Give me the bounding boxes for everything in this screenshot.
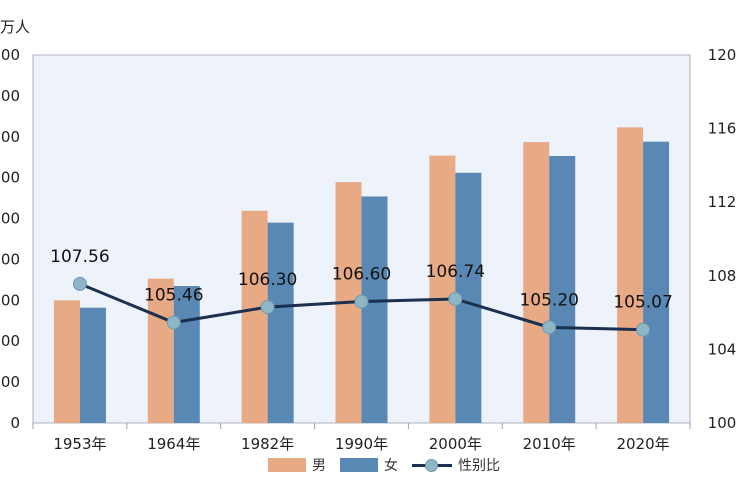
x-tick-label: 1982年	[241, 435, 294, 453]
bar-male	[147, 278, 174, 423]
sex-ratio-point	[448, 291, 463, 306]
legend-label-sex-ratio: 性别比	[458, 458, 500, 474]
legend-item-female: 女	[340, 455, 398, 475]
data-label: 107.56	[50, 247, 109, 267]
y-axis-unit-label: 万人	[0, 18, 31, 36]
data-label: 105.20	[519, 290, 578, 310]
legend-item-sex-ratio: 性别比	[412, 455, 500, 475]
bar-male	[241, 210, 268, 423]
data-label: 106.74	[426, 262, 485, 282]
sex-ratio-point	[260, 300, 275, 315]
bar-male	[53, 300, 80, 423]
legend-swatch-female	[340, 458, 378, 472]
y2-tick-label: 104	[708, 340, 737, 358]
bar-female	[173, 286, 200, 423]
data-label: 106.60	[332, 265, 391, 285]
sex-ratio-point	[636, 322, 651, 337]
legend-label-female: 女	[384, 458, 398, 474]
y2-tick-label: 112	[708, 193, 737, 211]
y2-tick-label: 120	[708, 46, 737, 64]
bar-male	[523, 142, 550, 424]
bar-female	[79, 307, 106, 423]
data-label: 105.07	[613, 293, 672, 313]
sex-ratio-point	[542, 320, 557, 335]
y2-tick-label: 108	[708, 267, 737, 285]
bar-female	[549, 155, 576, 424]
bar-male	[617, 127, 644, 423]
x-tick-label: 2010年	[523, 435, 576, 453]
bar-female	[361, 196, 388, 423]
legend-swatch-male	[268, 458, 306, 472]
data-label: 105.46	[144, 286, 203, 306]
x-tick-label: 2000年	[429, 435, 482, 453]
sex-ratio-point	[72, 276, 87, 291]
legend-item-male: 男	[268, 455, 326, 475]
bar-female	[643, 141, 670, 423]
y2-tick-label: 116	[708, 120, 737, 138]
x-tick-label: 2020年	[616, 435, 669, 453]
sex-ratio-point	[354, 294, 369, 309]
x-tick-label: 1964年	[147, 435, 200, 453]
x-tick-label: 1953年	[53, 435, 106, 453]
sex-ratio-point	[166, 315, 181, 330]
legend: 男 女 性别比	[268, 455, 514, 475]
y2-tick-label: 100	[708, 414, 737, 432]
bar-female	[267, 222, 294, 423]
y-tick-label: 0	[10, 414, 20, 432]
x-tick-label: 1990年	[335, 435, 388, 453]
data-label: 106.30	[238, 270, 297, 290]
legend-label-male: 男	[312, 458, 326, 474]
bar-male	[429, 155, 456, 423]
legend-line-key	[412, 458, 452, 472]
